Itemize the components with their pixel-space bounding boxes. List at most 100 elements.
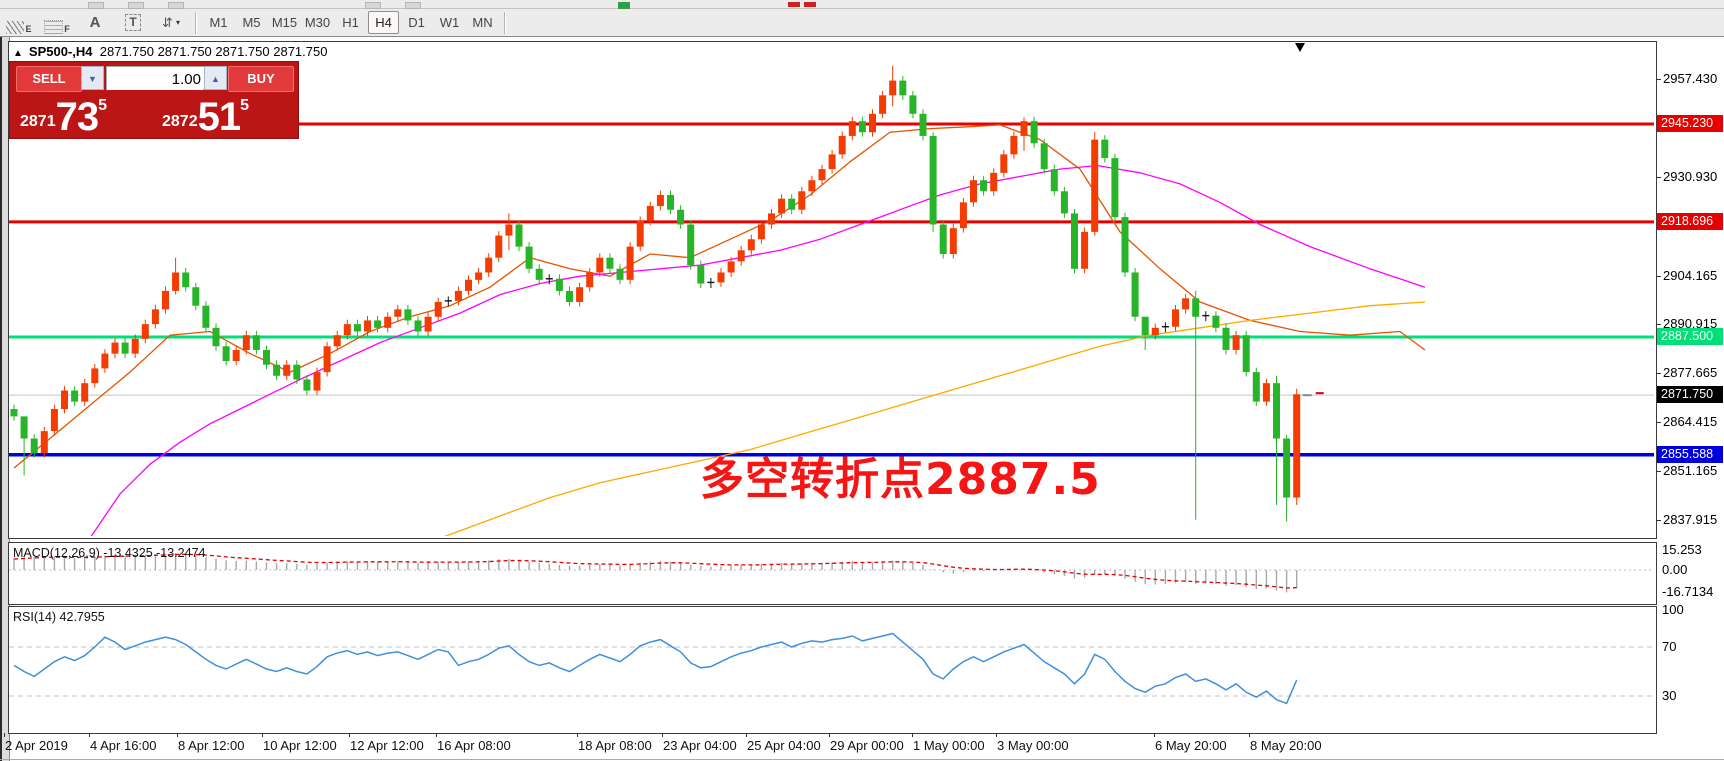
price-axis-tick: [1656, 471, 1661, 473]
date-axis-label: 10 Apr 12:00: [263, 738, 337, 753]
macd-axis-label: 0.00: [1662, 562, 1688, 577]
date-axis-tick: [829, 733, 830, 737]
hatch-glyph: [6, 20, 25, 34]
price-axis-tick: [1656, 275, 1661, 277]
chevron-down-icon: ▼: [88, 74, 97, 84]
price-axis-tick: [1656, 176, 1661, 178]
date-axis-tick: [349, 733, 350, 737]
dot-grid-glyph: [44, 19, 64, 34]
price-axis-tag: 2918.696: [1657, 212, 1723, 230]
sell-button[interactable]: SELL: [16, 66, 82, 92]
rsi-axis-label: 100: [1662, 602, 1684, 618]
collapse-panel-icon[interactable]: ▲: [13, 48, 23, 59]
text-label-icon[interactable]: A: [78, 10, 112, 36]
clipped-toolbar-row: [0, 0, 1724, 9]
date-axis-label: 3 May 00:00: [997, 738, 1069, 753]
indicator-list-icon[interactable]: E: [2, 10, 36, 36]
date-axis-label: 8 Apr 12:00: [178, 738, 245, 753]
toolbar-separator: [504, 11, 506, 34]
rsi-axis-label: 70: [1662, 639, 1677, 654]
price-axis-label: 2930.930: [1663, 168, 1718, 184]
volume-increase-button[interactable]: ▲: [204, 66, 227, 90]
icon-sub-label: F: [64, 23, 70, 34]
arrows-glyph: ⇵: [162, 14, 173, 30]
timeframe-button-m30[interactable]: M30: [304, 15, 331, 30]
date-axis-label: 8 May 20:00: [1250, 738, 1322, 753]
chart-toolbar: E F A T ⇵ ▾ M1 M5 M15 M30 H1 H4 D1 W1 MN: [0, 9, 1724, 37]
price-axis-tag: 2871.750: [1657, 386, 1723, 404]
date-axis-tick: [577, 733, 578, 737]
price-axis-tick: [1656, 422, 1661, 424]
date-axis-label: 4 Apr 16:00: [90, 738, 157, 753]
timeframe-button-h4[interactable]: H4: [368, 11, 399, 34]
buy-button[interactable]: BUY: [228, 66, 294, 92]
buy-price-pips: 51: [197, 95, 241, 139]
price-axis-tag: 2855.588: [1657, 445, 1723, 463]
window-bottom-edge: [0, 759, 1724, 760]
price-axis-tick: [1656, 373, 1661, 375]
price-axis-label: 2904.165: [1663, 267, 1718, 283]
date-axis-tick: [89, 733, 90, 737]
buy-price-handle: 2872: [162, 113, 198, 130]
macd-label: MACD(12,26,9) -13.4325 -13.2474: [13, 546, 206, 560]
timeframe-button-mn[interactable]: MN: [472, 15, 493, 30]
arrange-arrows-icon[interactable]: ⇵ ▾: [154, 10, 188, 36]
clipped-button: [88, 2, 104, 9]
volume-input[interactable]: [107, 68, 203, 90]
price-axis-tick: [1656, 79, 1661, 80]
icon-sub-label: E: [25, 23, 32, 34]
date-axis-tick: [912, 733, 913, 737]
date-axis-tick: [1154, 733, 1155, 737]
date-axis-label: 25 Apr 04:00: [747, 738, 821, 753]
timeframe-button-d1[interactable]: D1: [408, 15, 425, 30]
volume-decrease-button[interactable]: ▼: [81, 66, 104, 90]
price-axis-tick: [1656, 324, 1661, 326]
price-axis-label: 2837.915: [1663, 512, 1718, 527]
price-axis-tag: 2945.230: [1657, 115, 1723, 133]
macd-axis-label: -16.7134: [1662, 584, 1714, 600]
date-axis-tick: [177, 733, 178, 737]
clipped-button: [168, 2, 184, 9]
price-axis-label: 2864.415: [1663, 414, 1718, 430]
date-axis-tick: [436, 733, 437, 737]
timeframe-button-m5[interactable]: M5: [242, 15, 261, 30]
price-axis-label: 2957.430: [1663, 71, 1718, 86]
clipped-button: [405, 2, 421, 9]
date-axis-tick: [746, 733, 747, 737]
timeframe-button-h1[interactable]: H1: [342, 15, 359, 30]
macd-indicator-pane[interactable]: [8, 542, 1657, 605]
timeframe-button-w1[interactable]: W1: [439, 15, 460, 30]
price-axis-label: 2890.915: [1663, 316, 1718, 332]
text-box-icon[interactable]: T: [116, 10, 150, 36]
volume-field-wrap: [106, 66, 205, 90]
clipped-button: [365, 2, 381, 9]
date-axis-tick: [662, 733, 663, 737]
forecast-grid-icon[interactable]: F: [40, 10, 74, 36]
chevron-up-icon: ▲: [211, 74, 220, 84]
timeframe-button-m15[interactable]: M15: [271, 15, 298, 30]
rsi-label: RSI(14) 42.7955: [13, 610, 105, 624]
date-axis-label: 23 Apr 04:00: [663, 738, 737, 753]
toolbar-separator: [195, 11, 197, 34]
price-axis-label: 2877.665: [1663, 365, 1718, 381]
macd-axis-label: 15.253: [1662, 541, 1702, 557]
sell-price-display[interactable]: 2871735: [20, 95, 107, 139]
sell-price-point: 5: [98, 97, 107, 114]
date-axis-label: 6 May 20:00: [1155, 738, 1227, 753]
rsi-indicator-pane[interactable]: [8, 606, 1657, 734]
date-axis-label: 16 Apr 08:00: [437, 738, 511, 753]
date-axis-tick: [262, 733, 263, 737]
chart-annotation-text: 多空转折点2887.5: [700, 454, 1101, 505]
date-axis-tick: [4, 733, 5, 737]
date-axis-label: 29 Apr 00:00: [830, 738, 904, 753]
date-axis-label: 18 Apr 08:00: [578, 738, 652, 753]
timeframe-button-m1[interactable]: M1: [209, 15, 228, 30]
clipped-green-icon: [618, 2, 630, 9]
buy-price-display[interactable]: 2872515: [162, 95, 249, 139]
one-click-trading-panel: SELL ▼ ▲ BUY 2871735 2872515: [9, 61, 299, 139]
sell-price-pips: 73: [55, 95, 99, 139]
clipped-red-icon: [804, 2, 816, 7]
chevron-down-icon: ▾: [175, 18, 180, 27]
one-click-top-row: SELL ▼ ▲ BUY: [10, 66, 298, 92]
price-axis-tick: [1656, 520, 1661, 521]
